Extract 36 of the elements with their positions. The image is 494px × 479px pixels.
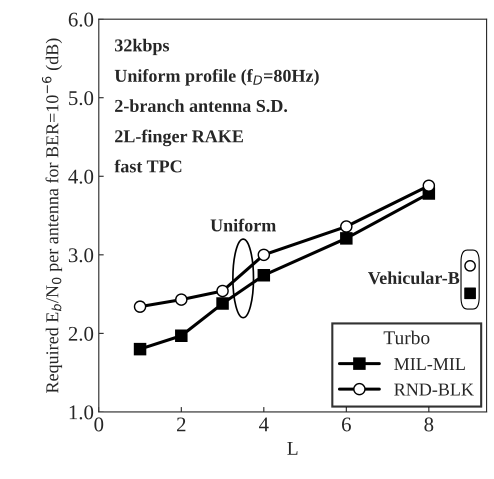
- point: [340, 220, 353, 233]
- point: [175, 293, 188, 306]
- annotation: 32kbps: [114, 38, 170, 56]
- y-tick-label: 3.0: [68, 248, 94, 262]
- point: [464, 260, 476, 272]
- point: [422, 179, 436, 192]
- x-tick-label: 4: [259, 418, 269, 432]
- y-tick-label: 1.0: [70, 405, 94, 420]
- point: [258, 248, 270, 262]
- point: [216, 297, 229, 310]
- x-tick-label: 8: [424, 417, 434, 432]
- point: [464, 287, 476, 300]
- x-tick-label: 2: [177, 417, 186, 432]
- y-tick-label: 4.0: [68, 170, 94, 184]
- annotation: 2L-finger RAKE: [115, 130, 243, 146]
- annotation: 2-branch antenna S.D.: [115, 99, 288, 112]
- legend-label: MIL-MIL: [394, 358, 465, 370]
- point: [340, 232, 353, 245]
- legend-title: Turbo: [384, 330, 430, 344]
- point: [216, 284, 229, 298]
- y-tick-label: 6.0: [68, 12, 94, 27]
- x-axis-title: L: [287, 442, 298, 455]
- y-tick-label: 5.0: [69, 91, 94, 106]
- point: [175, 329, 188, 342]
- point: [134, 342, 146, 356]
- legend-label: RND-BLK: [394, 384, 474, 396]
- y-axis-title: Required E$_{b}$/N$_{0}$ per antenna for BER=10$^{−6}$ (dB): [42, 38, 62, 393]
- annotation: Vehicular-B: [368, 271, 460, 284]
- point: [258, 269, 270, 282]
- point: [134, 300, 146, 313]
- y-tick-label: 2.0: [68, 326, 94, 341]
- annotation: fast TPC: [114, 160, 182, 172]
- x-tick-label: 6: [342, 417, 351, 432]
- x-tick-label: 0: [94, 417, 104, 432]
- annotation: Uniform: [210, 218, 276, 232]
- annotation: Uniform profile (f$_{D}$=80Hz): [114, 69, 319, 86]
